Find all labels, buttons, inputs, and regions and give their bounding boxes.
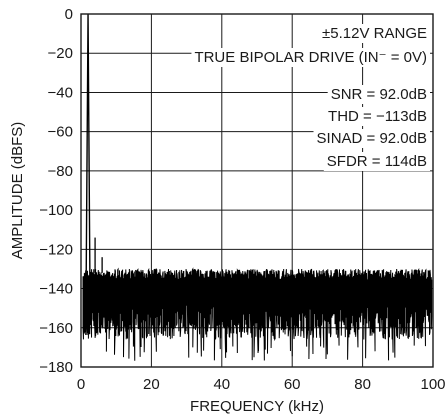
y-tick-label: −120 [39,241,73,258]
x-tick-label: 40 [213,376,230,393]
y-tick-label: −40 [48,84,73,101]
annotation-background [323,152,430,171]
annotation-text: THD = −113dB [328,108,427,125]
y-tick-label: −160 [39,320,73,337]
annotation-background [191,48,430,67]
annotation-text: SFDR = 114dB [327,153,427,170]
annotation-background [319,24,430,43]
annotation-text: TRUE BIPOLAR DRIVE (IN⁻ = 0V) [194,49,427,66]
plot-frame [80,13,434,368]
y-tick-label: −180 [39,359,73,376]
y-tick-label: −60 [48,124,73,141]
annotations: ±5.12V RANGE TRUE BIPOLAR DRIVE (IN⁻ = 0V… [191,24,430,171]
y-tick-label: −140 [39,281,73,298]
annotation-text: SNR = 92.0dB [331,86,427,103]
fundamental-spike [85,13,91,299]
x-tick-label: 20 [143,376,160,393]
annotation-background [325,107,430,126]
y-axis-title: AMPLITUDE (dBFS) [9,122,26,260]
x-tick-label: 0 [77,376,85,393]
x-axis-title: FREQUENCY (kHz) [190,398,324,415]
x-tick-label: 100 [420,376,445,393]
annotation-background [313,129,430,148]
y-tick-label: −80 [48,163,73,180]
y-tick-label: 0 [65,6,73,23]
annotation-text: ±5.12V RANGE [322,25,427,42]
annotation-background [327,85,430,104]
annotation-text: SINAD = 92.0dB [317,130,427,147]
noise-floor-trace [82,267,433,361]
y-tick-label: −100 [39,202,73,219]
x-tick-label: 60 [284,376,301,393]
y-tick-label: −20 [48,45,73,62]
x-tick-label: 80 [354,376,371,393]
